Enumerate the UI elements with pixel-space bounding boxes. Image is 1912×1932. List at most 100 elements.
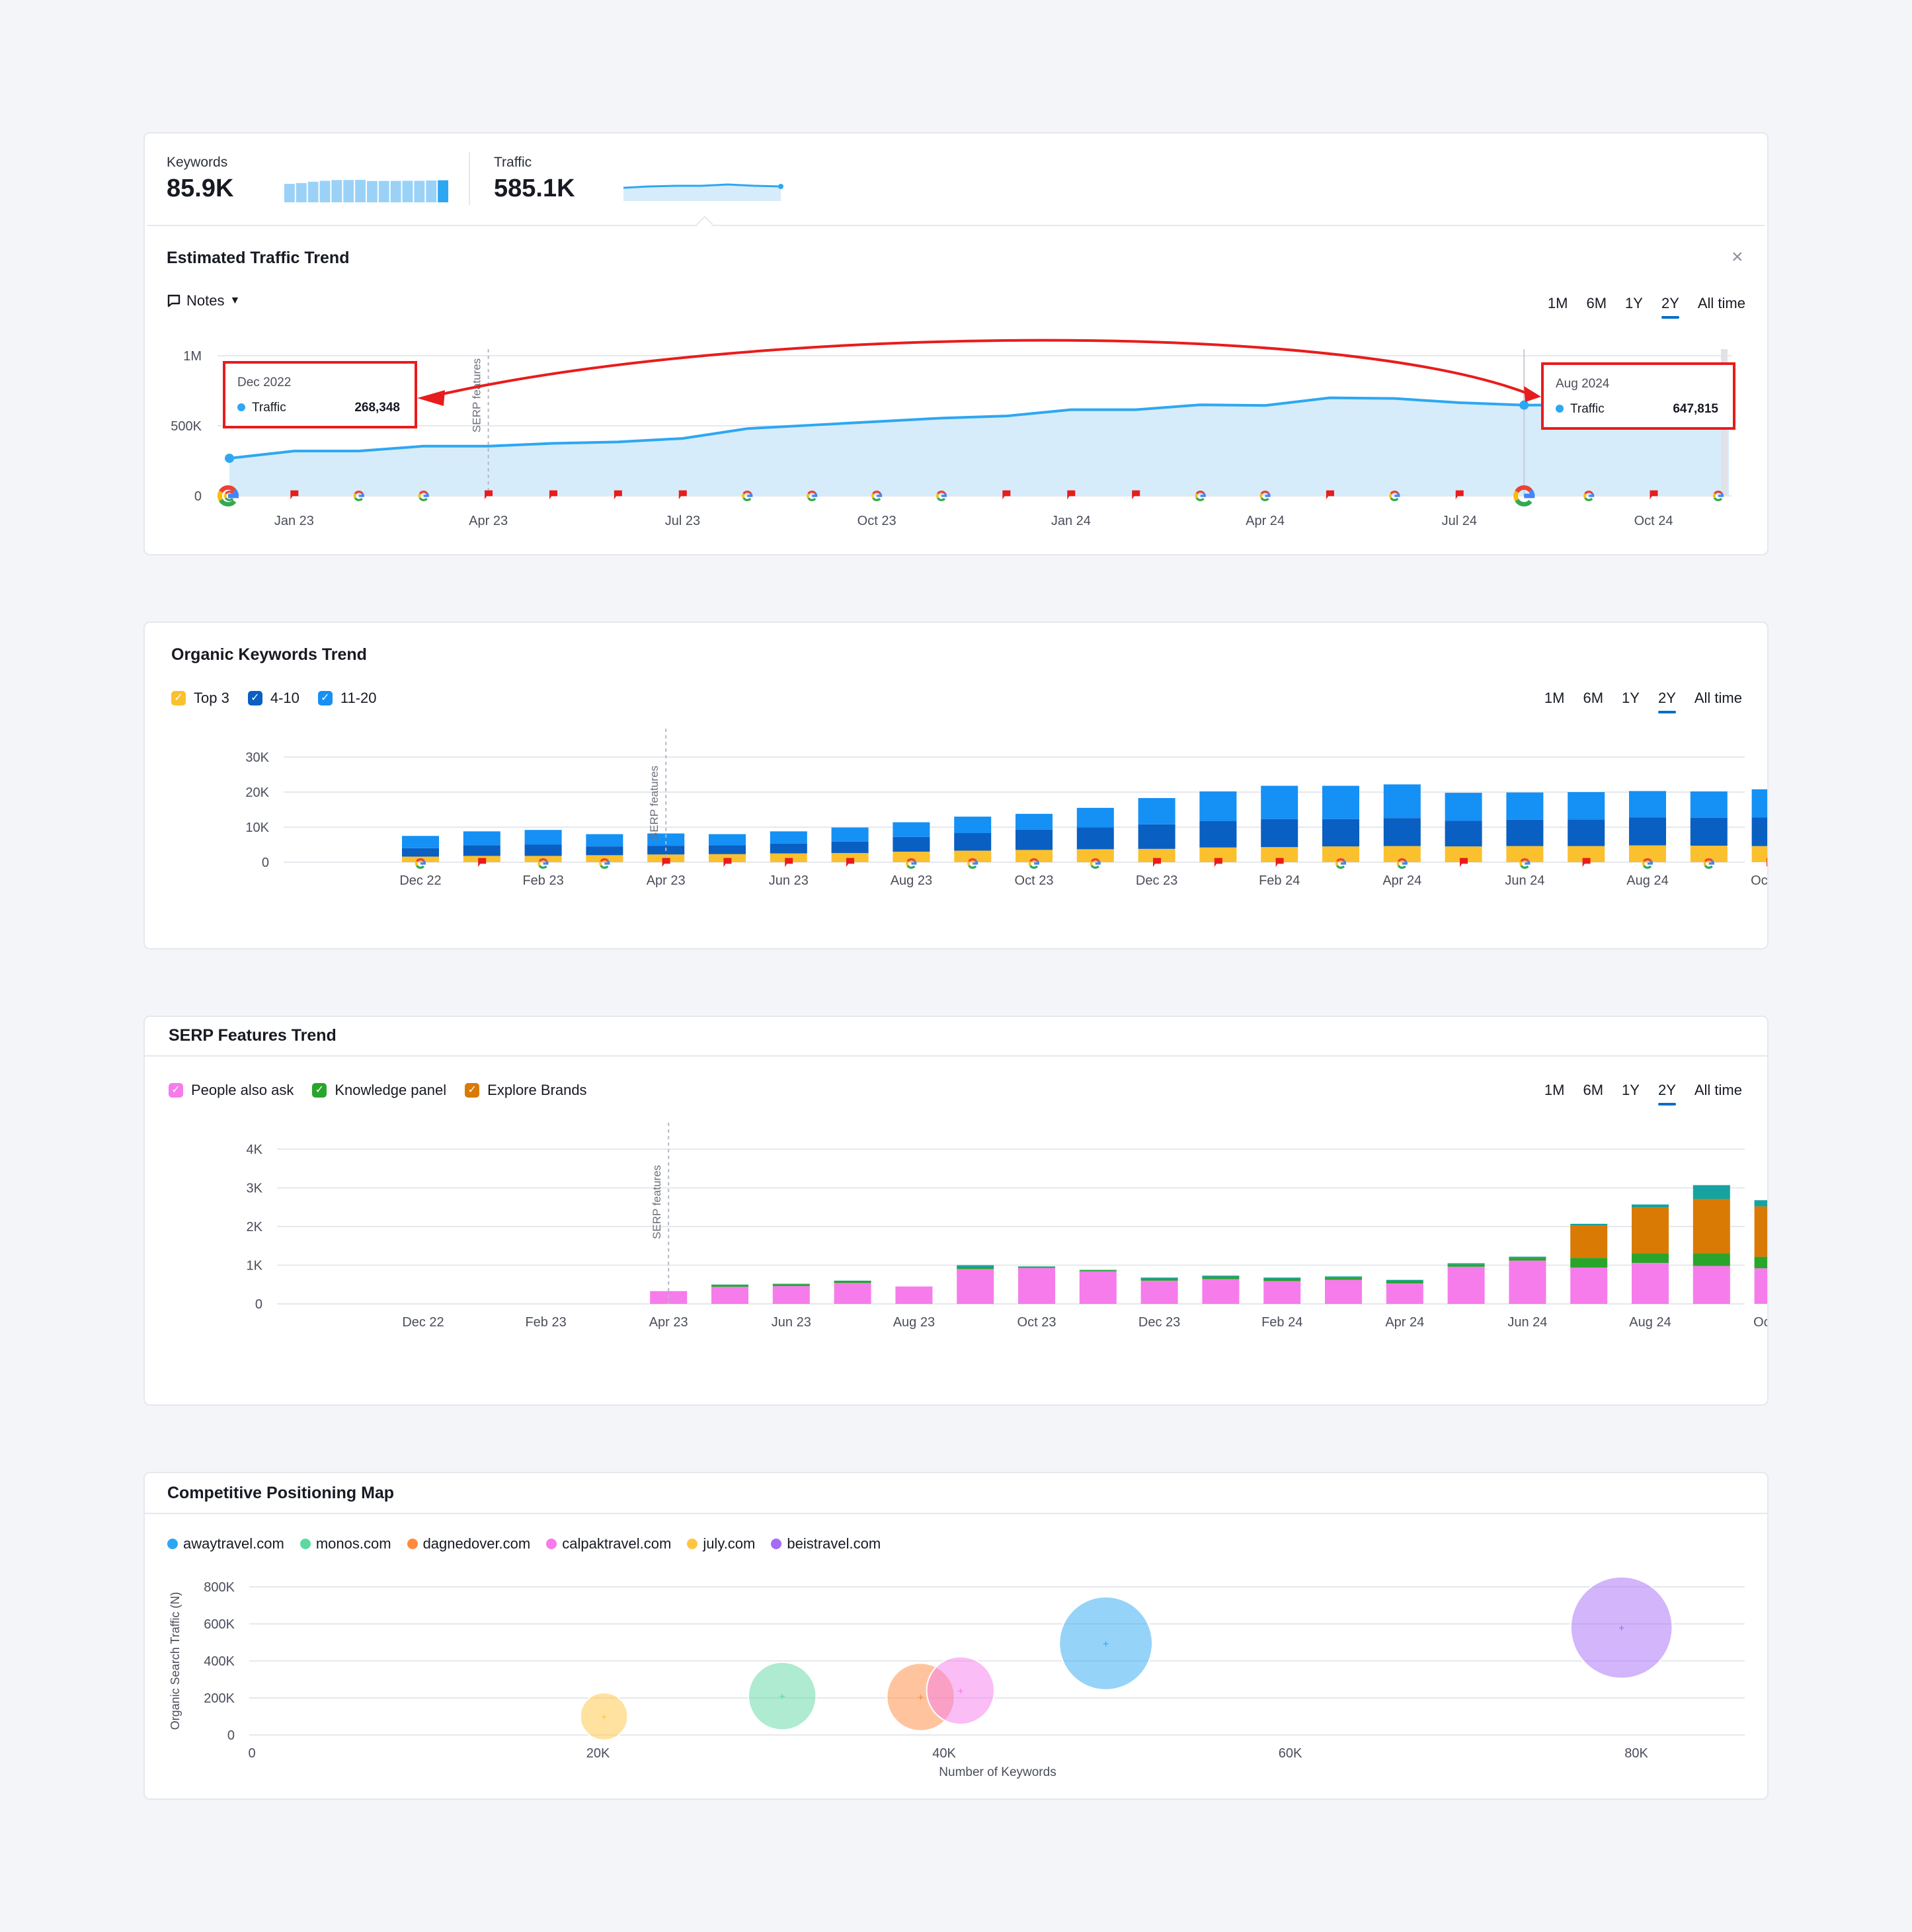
hover-point — [1519, 400, 1529, 410]
flag-icon[interactable] — [785, 858, 793, 867]
x-tick-label: 80K — [1624, 1746, 1648, 1761]
bar-segment — [772, 1284, 810, 1287]
traffic-value[interactable]: 585.1K — [494, 175, 575, 202]
google-update-icon[interactable] — [538, 858, 549, 869]
legend-knowledge-panel[interactable]: ✓ Knowledge panel — [312, 1082, 446, 1099]
legend-4-10[interactable]: ✓ 4-10 — [247, 690, 299, 707]
flag-icon[interactable] — [1455, 490, 1464, 500]
google-update-icon[interactable] — [906, 858, 917, 869]
period-1m[interactable]: 1M — [1544, 1082, 1565, 1098]
legend-top3[interactable]: ✓ Top 3 — [171, 690, 229, 707]
legend-11-20[interactable]: ✓ 11-20 — [317, 690, 377, 707]
period-2y[interactable]: 2Y — [1657, 1082, 1676, 1106]
flag-icon[interactable] — [549, 490, 557, 500]
legend-beistravel[interactable]: beistravel.com — [771, 1535, 881, 1552]
flag-icon[interactable] — [1153, 858, 1161, 867]
google-update-icon[interactable] — [1583, 491, 1595, 501]
google-update-icon[interactable] — [1259, 491, 1271, 501]
flag-icon[interactable] — [1132, 490, 1140, 500]
bar-segment — [1568, 819, 1605, 846]
google-update-icon[interactable] — [1389, 491, 1400, 501]
flag-icon[interactable] — [485, 490, 493, 500]
google-update-icon[interactable] — [1335, 858, 1346, 869]
period-2y[interactable]: 2Y — [1657, 690, 1676, 713]
legend-people-also-ask[interactable]: ✓ People also ask — [169, 1082, 294, 1099]
google-update-icon[interactable] — [742, 491, 753, 501]
keywords-value[interactable]: 85.9K — [167, 175, 234, 202]
google-update-icon[interactable] — [1195, 491, 1206, 501]
google-update-icon[interactable] — [1519, 858, 1531, 869]
legend-calpaktravel[interactable]: calpaktravel.com — [546, 1535, 671, 1552]
period-1y[interactable]: 1Y — [1622, 690, 1640, 706]
flag-icon[interactable] — [1582, 858, 1591, 867]
period-6m[interactable]: 6M — [1583, 1082, 1604, 1098]
period-all-time[interactable]: All time — [1697, 295, 1745, 311]
sparkline-bar — [438, 180, 448, 202]
google-update-icon[interactable] — [218, 485, 239, 506]
flag-icon[interactable] — [1067, 490, 1076, 500]
period-all-time[interactable]: All time — [1694, 1082, 1742, 1098]
period-all-time[interactable]: All time — [1694, 690, 1742, 706]
flag-icon[interactable] — [1650, 490, 1658, 500]
google-update-icon[interactable] — [1713, 491, 1724, 501]
flag-icon[interactable] — [614, 490, 622, 500]
google-update-icon[interactable] — [353, 491, 364, 501]
bar-segment — [709, 845, 746, 854]
legend-awaytravel[interactable]: awaytravel.com — [167, 1535, 284, 1552]
period-2y[interactable]: 2Y — [1661, 295, 1679, 319]
y-tick-label: 0 — [227, 1728, 235, 1743]
period-1m[interactable]: 1M — [1547, 295, 1568, 311]
period-6m[interactable]: 6M — [1586, 295, 1607, 311]
legend-explore-brands[interactable]: ✓ Explore Brands — [465, 1082, 587, 1099]
bubble-center-icon: + — [1103, 1638, 1109, 1650]
google-update-icon[interactable] — [1642, 858, 1653, 869]
period-1y[interactable]: 1Y — [1622, 1082, 1640, 1098]
period-1m[interactable]: 1M — [1544, 690, 1565, 706]
bar-segment — [1322, 819, 1359, 847]
close-icon[interactable]: × — [1732, 246, 1743, 268]
google-update-icon[interactable] — [871, 491, 883, 501]
google-update-icon[interactable] — [415, 858, 426, 869]
period-1y[interactable]: 1Y — [1625, 295, 1643, 311]
flag-icon[interactable] — [1326, 490, 1334, 500]
google-update-icon[interactable] — [1090, 858, 1101, 869]
bar-segment — [1506, 819, 1544, 846]
legend-dagnedover[interactable]: dagnedover.com — [407, 1535, 530, 1552]
notes-dropdown[interactable]: Notes ▼ — [167, 292, 240, 309]
flag-icon[interactable] — [678, 490, 687, 500]
y-tick-label: 2K — [247, 1220, 263, 1234]
period-6m[interactable]: 6M — [1583, 690, 1604, 706]
google-update-icon[interactable] — [418, 491, 429, 501]
bar-segment — [1322, 846, 1359, 862]
flag-icon[interactable] — [662, 858, 670, 867]
x-tick-label: Jan 23 — [274, 514, 314, 528]
bar-segment — [1509, 1260, 1546, 1304]
y-tick-label: 4K — [247, 1143, 263, 1157]
google-update-icon[interactable] — [936, 491, 947, 501]
google-update-icon[interactable] — [1029, 858, 1039, 869]
serp-card: SERP Features Trend ✓ People also ask ✓ Kn… — [143, 1016, 1769, 1406]
traffic-label: Traffic — [494, 155, 532, 170]
flag-icon[interactable] — [290, 490, 299, 500]
google-update-icon[interactable] — [1513, 485, 1535, 506]
bar-segment — [1445, 793, 1482, 821]
google-update-icon[interactable] — [599, 858, 610, 869]
google-update-icon[interactable] — [1703, 858, 1714, 869]
flag-icon[interactable] — [1214, 858, 1222, 867]
google-update-icon[interactable] — [1396, 858, 1408, 869]
legend-monos[interactable]: monos.com — [299, 1535, 391, 1552]
legend-july[interactable]: july.com — [687, 1535, 755, 1552]
flag-icon[interactable] — [478, 858, 487, 867]
bar-segment — [1325, 1276, 1362, 1278]
flag-icon[interactable] — [1002, 490, 1011, 500]
bar-segment — [834, 1283, 871, 1304]
flag-icon[interactable] — [1275, 858, 1284, 867]
flag-icon[interactable] — [846, 858, 854, 867]
bar-segment — [1016, 829, 1053, 850]
flag-icon[interactable] — [723, 858, 732, 867]
flag-icon[interactable] — [1460, 858, 1468, 867]
x-tick-label: Oct 24 — [1634, 514, 1673, 528]
google-update-icon[interactable] — [807, 491, 818, 501]
x-tick-label: Aug 23 — [893, 1315, 935, 1330]
google-update-icon[interactable] — [967, 858, 978, 869]
